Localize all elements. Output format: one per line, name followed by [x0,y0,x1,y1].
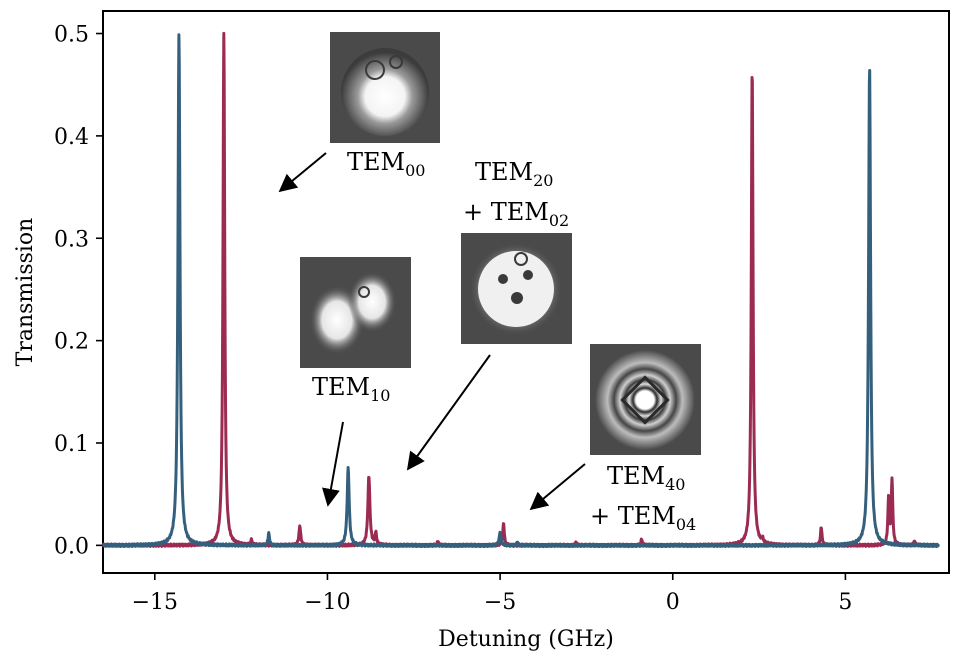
plot-frame [102,10,950,574]
y-tick-label: 0.2 [54,330,89,355]
y-axis-label: Transmission [13,218,38,367]
y-tick-label: 0.4 [54,125,89,150]
tem00-arrow [278,152,327,193]
x-tick-label: 5 [838,590,852,615]
x-axis-ticks: −15 −10 −5 0 5 [132,573,852,615]
y-tick-label: 0.3 [54,227,89,252]
y-axis-ticks: 0.0 0.1 0.2 0.3 0.4 0.5 [54,23,103,559]
y-tick-label: 0.1 [54,432,89,457]
x-tick-label: −15 [132,590,178,615]
mode-pattern-40-04-image [590,344,701,455]
x-tick-label: −5 [484,590,516,615]
tem10-label: TEM10 [312,373,390,405]
tem20-label: TEM20 [475,158,553,190]
tem40-arrow [529,463,586,511]
y-tick-label: 0.5 [54,23,89,48]
x-tick-label: 0 [666,590,680,615]
series-blue-line [101,33,940,549]
y-tick-label: 0.0 [54,534,89,559]
series-layer [101,31,940,549]
mode-pattern-00-image [330,32,440,143]
tem40-label: TEM40 [607,462,685,494]
mode-pattern-20-02-image [461,233,572,344]
x-tick-label: −10 [304,590,350,615]
tem02-label: + TEM02 [463,198,569,230]
tem20-arrow [406,354,491,471]
mode-pattern-10-image [300,257,411,368]
tem10-arrow [322,421,344,507]
x-axis-label: Detuning (GHz) [438,627,614,652]
tem04-label: + TEM04 [590,502,696,534]
tem00-label: TEM00 [347,148,425,180]
